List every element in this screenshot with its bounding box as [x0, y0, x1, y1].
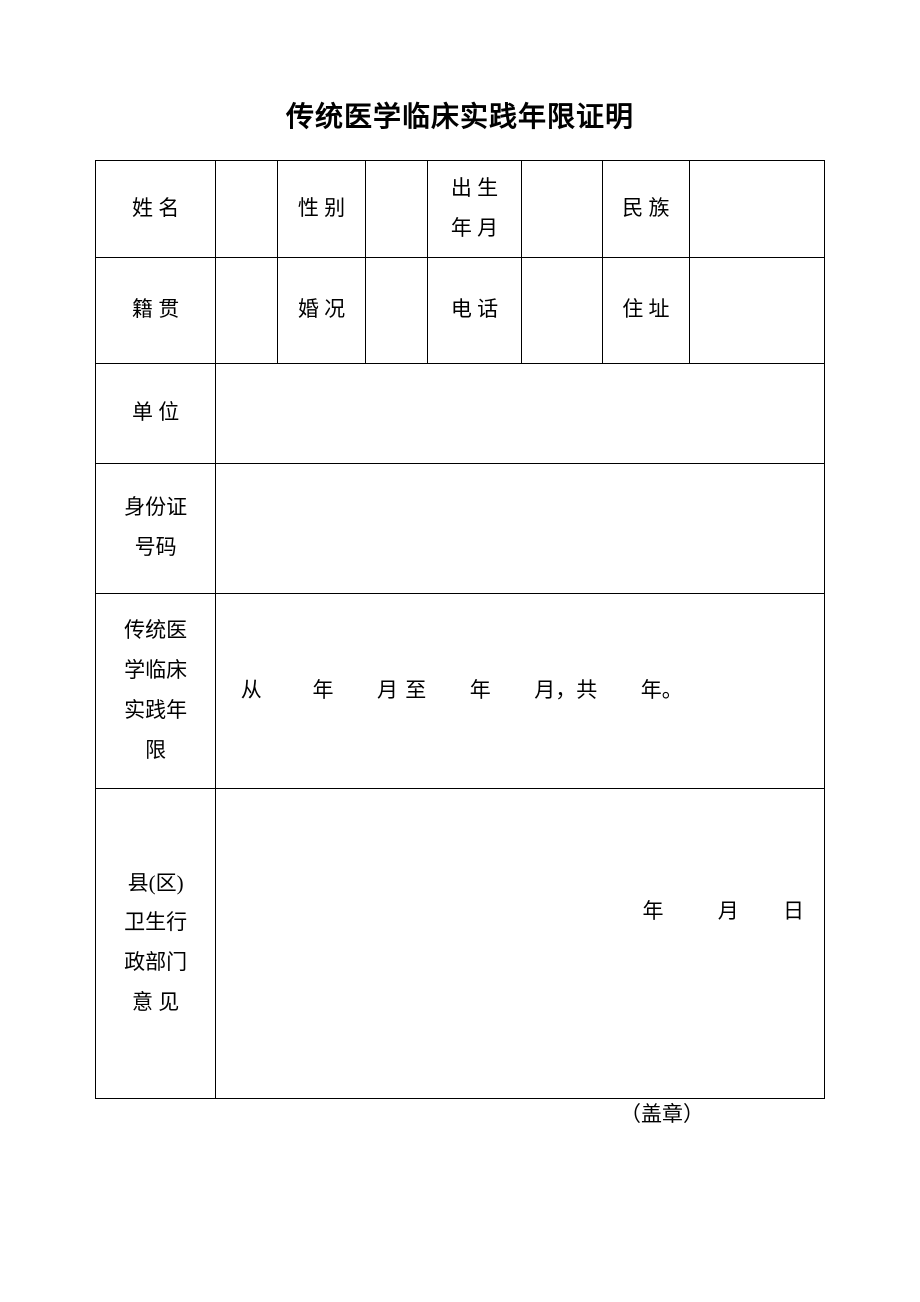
label-birth-line2: 年 月 — [451, 216, 498, 240]
practice-year2: 年 — [470, 678, 491, 702]
page-title: 传统医学临床实践年限证明 — [95, 95, 825, 135]
table-row: 传统医 学临床 实践年 限 从 年 月 至 年 月，共 年。 — [96, 593, 825, 788]
opinion-month: 月 — [669, 895, 739, 925]
practice-month-total: 月，共 — [534, 678, 597, 702]
table-row: 单 位 — [96, 363, 825, 463]
practice-year1: 年 — [313, 678, 334, 702]
label-opinion-line4: 意 见 — [132, 990, 179, 1014]
practice-content: 从 年 月 至 年 月，共 年。 — [216, 593, 825, 788]
label-birth-line1: 出 生 — [451, 176, 498, 200]
value-gender — [365, 161, 427, 258]
label-practice-line2: 学临床 — [124, 658, 187, 682]
label-practice: 传统医 学临床 实践年 限 — [96, 593, 216, 788]
value-birth — [522, 161, 602, 258]
label-id-line1: 身份证 — [124, 495, 187, 519]
date-line: 年 月 日 — [594, 895, 805, 925]
table-row: 县(区) 卫生行 政部门 意 见 （盖章） 年 月 日 — [96, 788, 825, 1098]
value-name — [216, 161, 278, 258]
label-opinion-line1: 县(区) — [128, 871, 184, 895]
label-birth: 出 生 年 月 — [427, 161, 522, 258]
table-row: 籍 贯 婚 况 电 话 住 址 — [96, 257, 825, 363]
form-table: 姓 名 性 别 出 生 年 月 民 族 籍 贯 婚 况 电 话 住 址 单 位 — [95, 160, 825, 1099]
label-address: 住 址 — [602, 257, 689, 363]
label-practice-line4: 限 — [145, 738, 166, 762]
label-practice-line1: 传统医 — [124, 618, 187, 642]
value-marital — [365, 257, 427, 363]
label-opinion: 县(区) 卫生行 政部门 意 见 — [96, 788, 216, 1098]
opinion-year: 年 — [594, 895, 664, 925]
label-gender: 性 别 — [278, 161, 365, 258]
value-address — [690, 257, 825, 363]
label-ethnicity: 民 族 — [602, 161, 689, 258]
label-practice-line3: 实践年 — [124, 698, 187, 722]
label-id: 身份证 号码 — [96, 463, 216, 593]
practice-from: 从 — [241, 678, 262, 702]
opinion-content: （盖章） 年 月 日 — [216, 788, 825, 1098]
value-id — [216, 463, 825, 593]
label-opinion-line3: 政部门 — [124, 950, 187, 974]
label-native-place: 籍 贯 — [96, 257, 216, 363]
label-org: 单 位 — [96, 363, 216, 463]
practice-year-end: 年。 — [641, 678, 683, 702]
practice-month-to: 月 至 — [377, 678, 426, 702]
value-phone — [522, 257, 602, 363]
value-ethnicity — [690, 161, 825, 258]
opinion-day: 日 — [744, 895, 804, 925]
table-row: 姓 名 性 别 出 生 年 月 民 族 — [96, 161, 825, 258]
label-opinion-line2: 卫生行 — [124, 910, 187, 934]
label-phone: 电 话 — [427, 257, 522, 363]
value-native-place — [216, 257, 278, 363]
value-org — [216, 363, 825, 463]
label-name: 姓 名 — [96, 161, 216, 258]
table-row: 身份证 号码 — [96, 463, 825, 593]
label-marital: 婚 况 — [278, 257, 365, 363]
label-id-line2: 号码 — [135, 535, 177, 559]
stamp-text: （盖章） — [620, 1098, 704, 1128]
